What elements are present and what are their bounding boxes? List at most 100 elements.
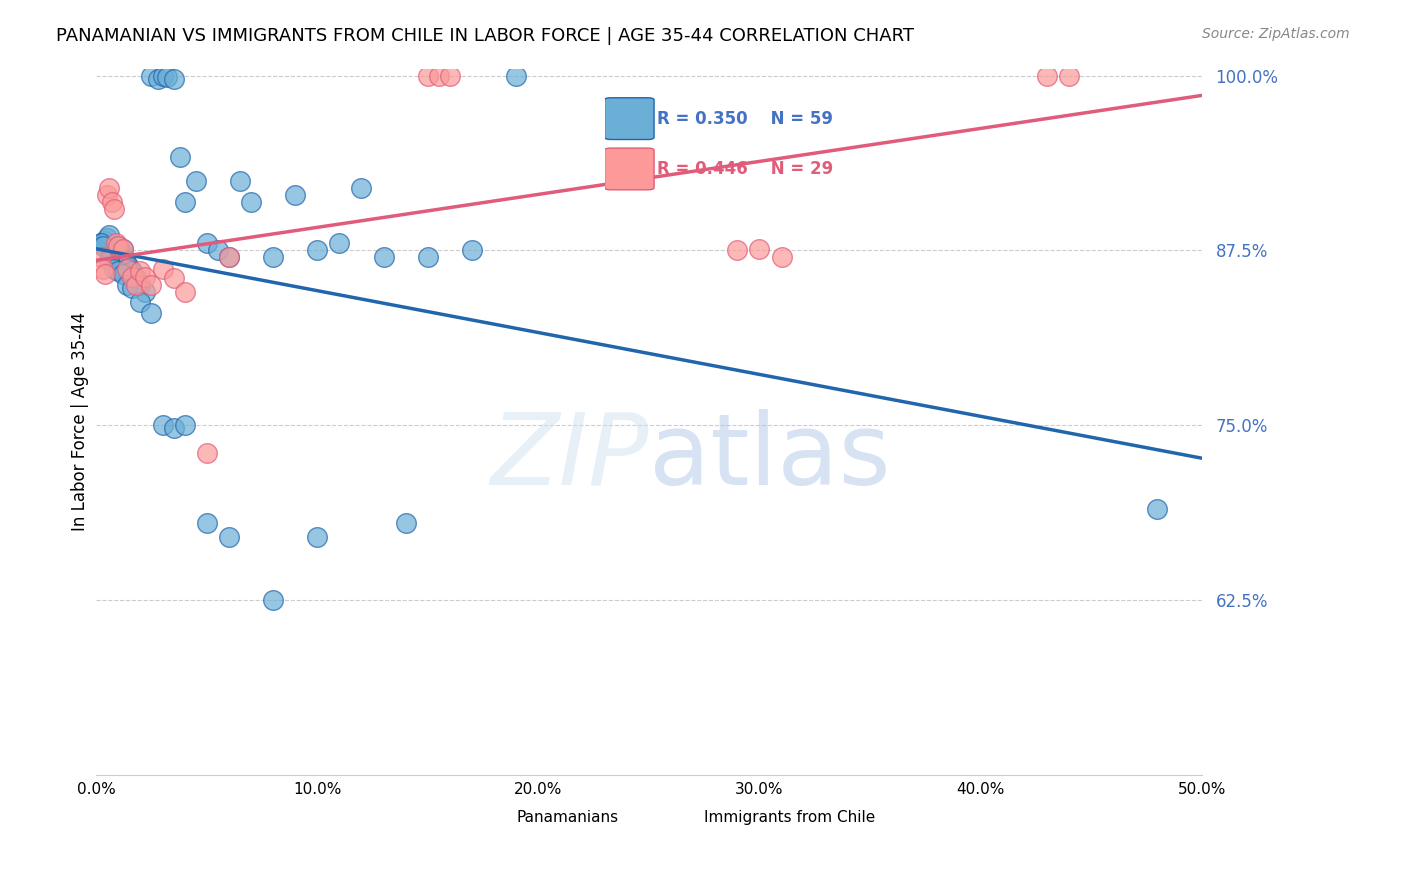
Point [284,187,307,202]
Point [129,295,152,310]
Point [94,234,117,248]
Point [125,278,148,293]
Point [195,236,218,251]
Point [427,69,450,83]
Point [162,421,184,435]
Point [350,180,373,194]
Point [134,285,156,300]
Point [207,244,229,258]
Point [1036,69,1059,83]
Text: Panamanians: Panamanians [516,810,619,824]
Point [461,244,484,258]
Point [307,530,329,544]
Point [118,260,141,275]
Point [105,248,128,262]
Point [103,202,125,216]
Point [115,278,138,293]
Text: Immigrants from Chile: Immigrants from Chile [704,810,876,824]
Point [156,70,179,84]
Point [121,281,143,295]
Point [96,187,118,202]
Point [141,278,163,293]
Point [100,194,122,209]
Point [115,257,138,271]
Text: ZIP: ZIP [491,409,650,506]
Point [115,261,138,276]
Point [307,244,329,258]
Point [416,251,439,265]
FancyBboxPatch shape [605,148,654,190]
Point [103,244,125,258]
Point [98,228,121,243]
Text: atlas: atlas [650,409,890,506]
Point [90,236,112,251]
Point [262,251,284,265]
Point [96,231,118,245]
Point [111,242,134,256]
Point [218,251,240,265]
Point [505,69,527,83]
Point [184,173,207,187]
Point [121,264,143,278]
Point [110,244,132,259]
Point [94,267,117,281]
Point [98,180,121,194]
Point [162,71,184,86]
Point [122,270,145,285]
Point [416,69,439,83]
Point [748,242,770,256]
Point [146,71,169,86]
Point [105,236,128,251]
Point [91,239,114,253]
Point [770,251,793,265]
Y-axis label: In Labor Force | Age 35-44: In Labor Force | Age 35-44 [72,312,89,532]
Point [98,253,121,268]
Point [107,264,129,278]
Point [141,69,163,83]
Point [218,530,240,544]
Point [103,261,125,276]
Point [121,270,143,285]
Text: R = 0.446    N = 29: R = 0.446 N = 29 [657,161,834,178]
Point [90,236,112,251]
Point [152,261,174,276]
Point [229,173,252,187]
Point [107,239,129,253]
Point [107,239,129,253]
Point [173,194,195,209]
Point [1057,69,1080,83]
Point [100,251,122,265]
Point [239,194,262,209]
Point [91,261,114,276]
FancyBboxPatch shape [658,804,696,824]
Point [262,593,284,607]
Point [129,278,152,293]
Point [218,251,240,265]
Point [173,285,195,300]
Point [129,264,152,278]
Point [725,244,748,258]
Point [141,306,163,320]
Point [439,69,461,83]
FancyBboxPatch shape [470,804,508,824]
FancyBboxPatch shape [605,98,654,139]
Text: PANAMANIAN VS IMMIGRANTS FROM CHILE IN LABOR FORCE | AGE 35-44 CORRELATION CHART: PANAMANIAN VS IMMIGRANTS FROM CHILE IN L… [56,27,914,45]
Point [373,251,395,265]
Point [152,418,174,433]
Point [162,271,184,285]
Point [169,150,191,164]
Point [195,446,218,460]
Point [114,253,136,268]
Text: Source: ZipAtlas.com: Source: ZipAtlas.com [1202,27,1350,41]
Point [195,516,218,530]
Point [173,418,195,433]
Point [328,236,350,251]
Text: R = 0.350    N = 59: R = 0.350 N = 59 [657,111,834,128]
Point [111,267,134,281]
Point [90,251,112,265]
Point [111,242,134,256]
Point [125,271,148,285]
Point [134,270,156,285]
Point [395,516,418,530]
Point [1146,502,1168,516]
